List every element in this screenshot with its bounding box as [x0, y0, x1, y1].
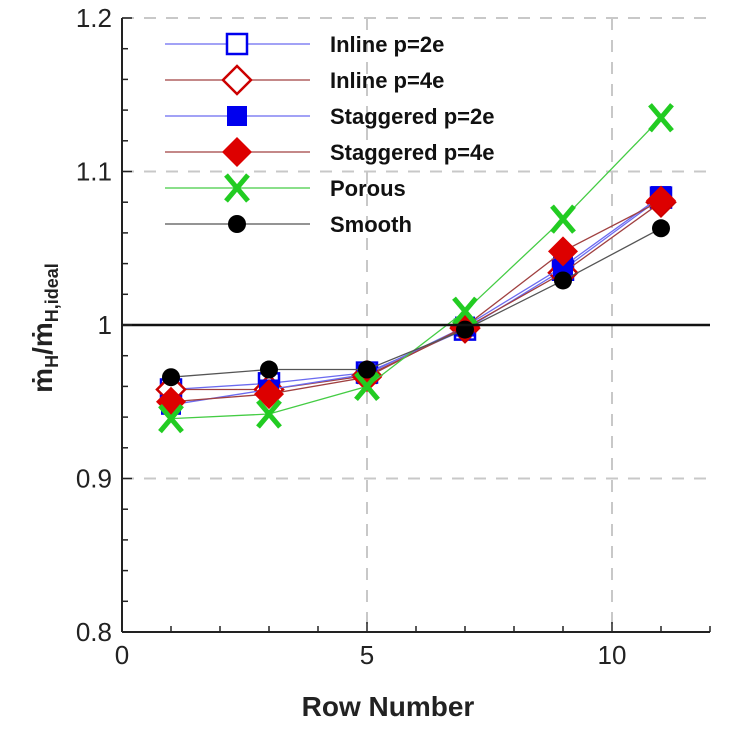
marker-diamond-filled — [548, 236, 578, 267]
series-line — [171, 201, 662, 391]
legend-item: Inline p=4e — [165, 64, 444, 96]
y-tick-label: 0.9 — [76, 464, 112, 494]
marker-x — [452, 296, 478, 326]
marker-circle — [358, 360, 376, 379]
svg-text:ṁH/ṁH,ideal: ṁH/ṁH,ideal — [27, 263, 62, 393]
marker-square-filled — [227, 106, 247, 126]
legend-label: Porous — [330, 176, 406, 201]
marker-circle — [260, 360, 278, 379]
marker-x — [224, 173, 250, 203]
series-line — [170, 195, 662, 406]
x-tick-label: 0 — [115, 640, 129, 670]
y-tick-label: 1 — [98, 310, 112, 340]
series-line — [170, 227, 662, 378]
x-tick-label: 10 — [598, 640, 627, 670]
axes: 0 5 10 0.8 0.9 1 1.1 1.2 — [76, 3, 711, 670]
y-label-sub2: H,ideal — [42, 263, 62, 322]
grid — [122, 17, 710, 632]
legend-label: Smooth — [330, 212, 412, 237]
y-axis-label: ṁH/ṁH,ideal — [27, 263, 62, 393]
legend-label: Staggered p=4e — [330, 140, 494, 165]
legend-item: Porous — [165, 173, 406, 203]
marker-x — [158, 404, 184, 434]
y-label-sub1: H — [42, 355, 62, 368]
marker-circle — [162, 368, 180, 387]
x-tick-label: 5 — [360, 640, 374, 670]
series-line — [170, 200, 662, 403]
legend: Inline p=2e Inline p=4e Staggered p=2e Stag… — [165, 32, 494, 237]
legend-item: Staggered p=2e — [165, 104, 494, 129]
marker-x — [256, 399, 282, 429]
legend-label: Staggered p=2e — [330, 104, 494, 129]
y-label-main2: ṁ — [27, 322, 58, 347]
legend-label: Inline p=2e — [330, 32, 444, 57]
marker-x — [550, 204, 576, 234]
marker-square-open — [225, 32, 249, 56]
legend-item: Smooth — [165, 212, 412, 237]
x-axis-label: Row Number — [302, 691, 475, 722]
marker-diamond-filled — [222, 137, 252, 167]
marker-x — [648, 103, 674, 133]
marker-circle — [652, 219, 670, 238]
marker-diamond-filled — [646, 185, 676, 216]
series-group — [155, 103, 677, 434]
marker-circle — [554, 271, 572, 290]
legend-item: Staggered p=4e — [165, 137, 494, 167]
series-line — [170, 197, 662, 391]
marker-square-filled — [553, 256, 573, 277]
marker-x — [354, 371, 380, 402]
series-porous — [158, 103, 674, 434]
y-tick-label: 1.1 — [76, 157, 112, 187]
series-smooth — [162, 219, 670, 387]
marker-circle — [228, 215, 246, 233]
legend-label: Inline p=4e — [330, 68, 444, 93]
y-tick-label: 0.8 — [76, 617, 112, 647]
y-tick-label: 1.2 — [76, 3, 112, 33]
series-line — [170, 117, 662, 420]
marker-diamond-open — [221, 64, 253, 96]
marker-circle — [456, 320, 474, 339]
legend-item: Inline p=2e — [165, 32, 444, 57]
y-label-main: ṁ — [27, 368, 58, 393]
